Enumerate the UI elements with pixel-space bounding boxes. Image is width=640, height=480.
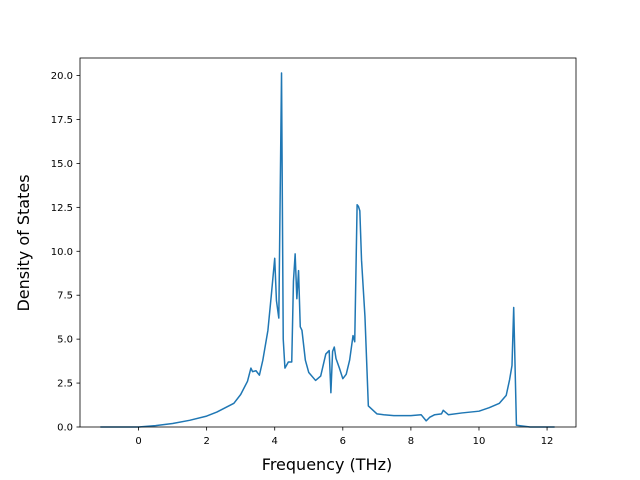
- x-tick-label: 0: [135, 436, 141, 447]
- x-tick-label: 2: [203, 436, 209, 447]
- y-tick-label: 5.0: [57, 335, 73, 346]
- x-tick-label: 4: [272, 436, 278, 447]
- y-tick-label: 0.0: [57, 423, 73, 434]
- x-tick-label: 8: [408, 436, 414, 447]
- y-tick-label: 12.5: [51, 203, 73, 214]
- series-line-0: [100, 72, 555, 428]
- y-tick-label: 2.5: [57, 379, 73, 390]
- x-tick-label: 6: [340, 436, 346, 447]
- x-tick-label: 10: [473, 436, 486, 447]
- y-tick-label: 15.0: [51, 159, 73, 170]
- plot-area: 0 2 4 6 8 10 12 0.0 2.5 5.0 7.5 10.0 12.5 15.0 17.5 20.…: [51, 57, 577, 447]
- y-tick-label: 7.5: [57, 291, 73, 302]
- axes-frame: [79, 57, 577, 428]
- y-tick-label: 10.0: [51, 247, 73, 258]
- y-tick-label: 20.0: [51, 71, 73, 82]
- y-tick-label: 17.5: [51, 115, 73, 126]
- x-axis-label: Frequency (THz): [262, 455, 392, 474]
- x-tick-label: 12: [541, 436, 554, 447]
- y-axis-label: Density of States: [14, 174, 33, 311]
